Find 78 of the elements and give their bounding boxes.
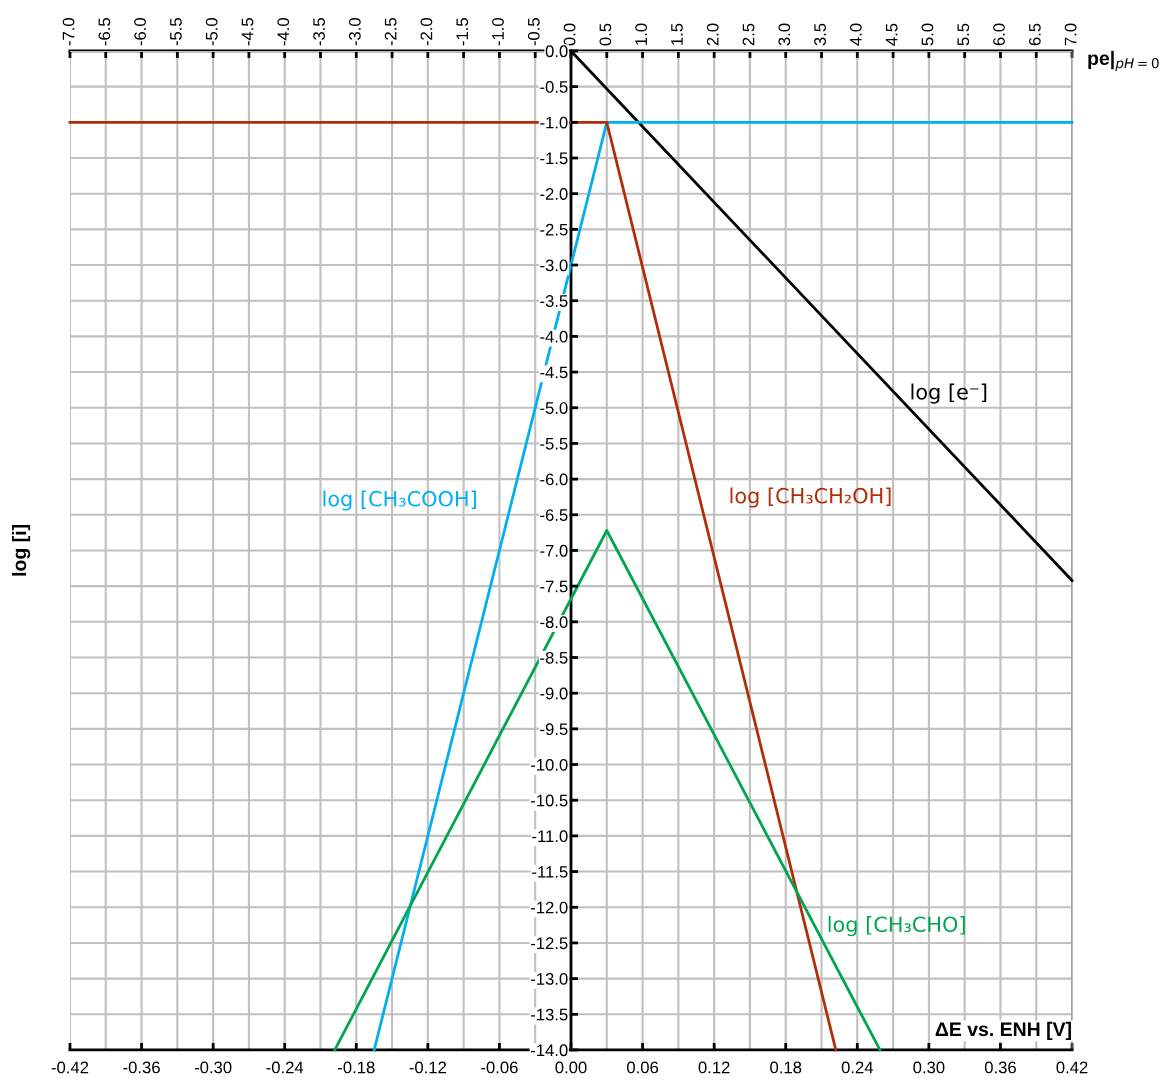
- x-tick-label: -0.30: [194, 1061, 232, 1074]
- y-tick-label: -0.5: [540, 81, 568, 93]
- y-tick-label: -9.0: [540, 687, 568, 700]
- y-tick-label: -6.0: [540, 473, 568, 486]
- x2-tick-label: -3.0: [348, 18, 361, 46]
- y-tick-label: -4.5: [540, 366, 568, 379]
- x2-tick-label: 5.5: [957, 23, 970, 46]
- x2-tick-label: -1.5: [456, 18, 469, 46]
- x-tick-label: -0.36: [123, 1061, 160, 1074]
- y-tick-label: -11.5: [532, 866, 568, 878]
- x2-tick-label: -5.0: [205, 18, 218, 46]
- x2-tick-label: 4.5: [885, 23, 898, 46]
- y-tick-label: -2.5: [540, 223, 568, 236]
- y-tick-label: -7.5: [540, 580, 568, 593]
- x2-axis-title: pe|$_{pH=0}$: [1088, 50, 1159, 71]
- y-tick-label: -5.5: [540, 438, 568, 450]
- y-tick-label: -11.0: [532, 830, 568, 843]
- x-tick-label: 0.06: [627, 1061, 659, 1074]
- x-tick-label: -0.24: [266, 1061, 304, 1074]
- x2-tick-label: 7.0: [1064, 23, 1077, 46]
- y-tick-label: -4.0: [540, 330, 568, 343]
- x2-tick-label: -6.5: [98, 18, 111, 46]
- x-tick-label: 0.42: [1056, 1061, 1088, 1074]
- x-tick-label: 0.00: [555, 1061, 587, 1074]
- y-tick-label: -8.0: [540, 616, 568, 629]
- x2-tick-label: 3.0: [778, 23, 791, 46]
- x-tick-label: 0.18: [770, 1061, 802, 1074]
- y-tick-label: -9.5: [540, 723, 568, 736]
- x-tick-label: 0.12: [698, 1061, 730, 1074]
- x2-tick-label: 2.0: [706, 23, 719, 46]
- x2-tick-label: -2.0: [420, 18, 433, 46]
- x2-tick-label: -5.5: [170, 18, 182, 46]
- y-tick-label: -10.0: [530, 758, 568, 771]
- y-tick-label: 0.0: [545, 45, 568, 58]
- x2-tick-label: 6.5: [1028, 23, 1041, 46]
- x-tick-label: -0.12: [409, 1061, 447, 1074]
- y-tick-label: -12.0: [530, 901, 568, 914]
- x2-tick-label: 5.0: [921, 23, 934, 46]
- y-tick-label: -1.5: [540, 152, 568, 165]
- y-tick-label: -13.0: [530, 973, 568, 985]
- y-tick-label: -13.5: [530, 1008, 568, 1021]
- x2-tick-label: 3.5: [814, 23, 826, 46]
- x2-tick-label: 4.0: [849, 23, 862, 46]
- x2-tick-label: -7.0: [62, 18, 75, 46]
- x2-tick-label: 1.5: [671, 23, 683, 45]
- series-label: log [CH₃COOH]: [323, 490, 476, 511]
- x2-tick-label: -4.0: [277, 18, 290, 46]
- series-label: log [CH₃CHO]: [828, 916, 965, 937]
- x-tick-label: -0.06: [481, 1061, 518, 1074]
- y-tick-label: -5.0: [540, 402, 568, 414]
- x2-tick-label: 2.5: [742, 23, 755, 46]
- series-label: log [CH₃CH₂OH]: [730, 487, 891, 508]
- y-tick-label: -10.5: [530, 794, 568, 807]
- x-tick-label: -0.42: [51, 1061, 89, 1074]
- x-tick-label: 0.36: [984, 1061, 1016, 1074]
- x2-tick-label: -4.5: [241, 18, 254, 46]
- x2-tick-label: -1.0: [492, 18, 504, 46]
- y-tick-label: -12.5: [530, 937, 568, 950]
- x-tick-label: 0.30: [913, 1061, 945, 1074]
- y-tick-label: -1.0: [540, 116, 568, 129]
- x2-tick-label: -3.5: [313, 18, 325, 46]
- y-tick-label: -7.0: [540, 544, 568, 557]
- y-tick-label: -6.5: [540, 509, 568, 521]
- x2-tick-label: 6.0: [993, 23, 1005, 46]
- series-label: log [e⁻]: [911, 383, 987, 404]
- y-tick-label: -8.5: [540, 651, 568, 664]
- y-axis-title: log [i]: [11, 525, 31, 576]
- x2-tick-label: -6.0: [134, 18, 147, 46]
- y-tick-label: -3.5: [540, 295, 568, 307]
- x2-tick-label: -2.5: [384, 18, 397, 46]
- x2-tick-label: 1.0: [635, 23, 648, 45]
- y-tick-label: -2.0: [540, 188, 568, 200]
- x-tick-label: 0.24: [841, 1061, 874, 1074]
- x2-tick-label: 0.5: [599, 23, 612, 46]
- x-tick-label: -0.18: [338, 1061, 375, 1074]
- y-tick-label: -14.0: [530, 1044, 568, 1057]
- x-axis-title: ΔE vs. ENH [V]: [935, 1021, 1071, 1040]
- y-tick-label: -3.0: [540, 259, 568, 272]
